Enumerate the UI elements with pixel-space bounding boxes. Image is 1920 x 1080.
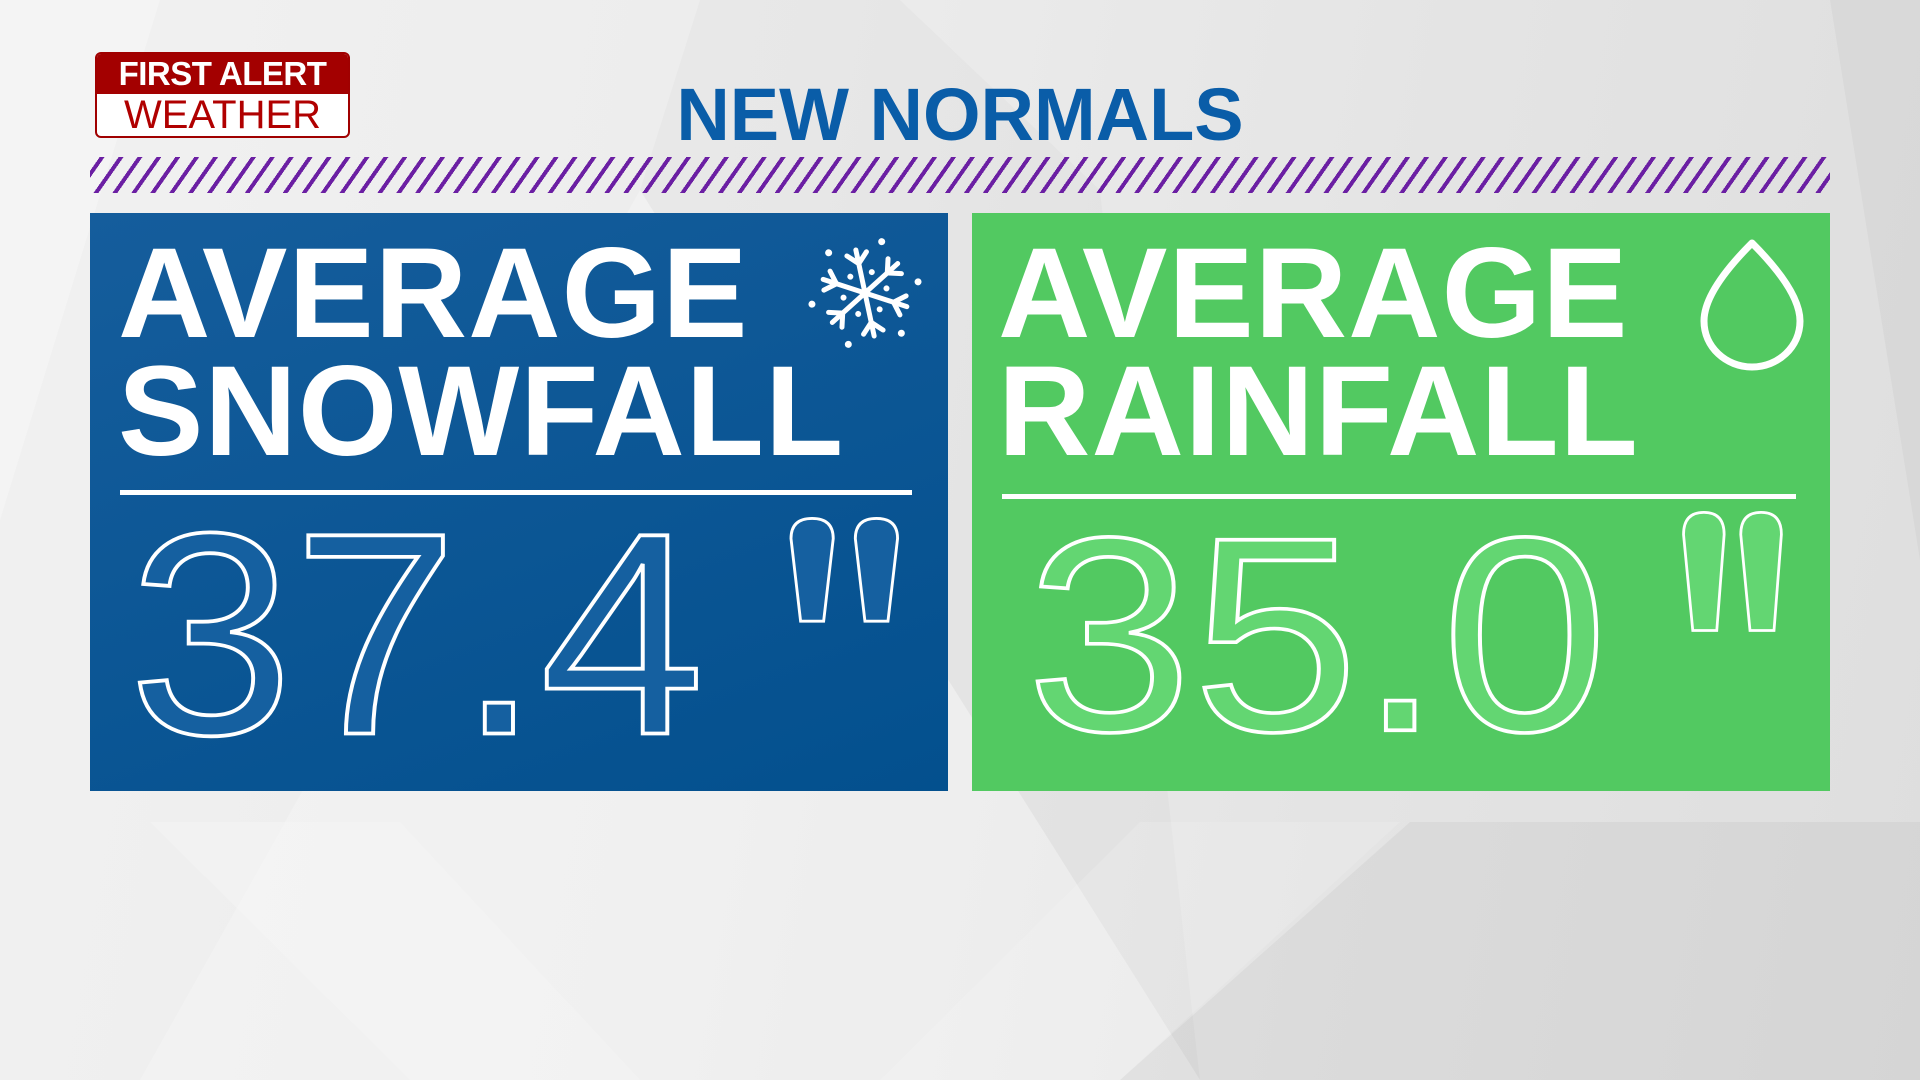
rainfall-number: 35.0: [1026, 505, 1608, 745]
snowfall-value: 37.4: [127, 505, 900, 745]
rainfall-heading-line-1: AVERAGE: [998, 222, 1629, 365]
snowfall-heading-line-1: AVERAGE: [118, 222, 749, 365]
raindrop-icon: [1700, 239, 1804, 371]
logo-line-2: WEATHER: [123, 93, 322, 137]
rainfall-divider: [1002, 494, 1796, 499]
snowfall-heading-line-2: SNOWFALL: [118, 340, 845, 483]
inch-mark: [789, 516, 900, 623]
rainfall-value: 35.0: [1024, 505, 1783, 745]
rainfall-heading: AVERAGE RAINFALL: [998, 222, 1639, 483]
first-alert-weather-logo: FIRST ALERT WEATHER: [95, 52, 350, 138]
inch-mark: [1682, 510, 1783, 632]
average-snowfall-panel: AVERAGE SNOWFALL 37.4: [90, 213, 948, 791]
snowflake-icon: [808, 238, 922, 348]
page-title: NEW NORMALS: [676, 73, 1244, 156]
average-rainfall-panel: AVERAGE RAINFALL 35.0: [972, 213, 1830, 791]
rainfall-heading-line-2: RAINFALL: [998, 340, 1639, 483]
logo-line-1: FIRST ALERT: [97, 54, 348, 94]
snowfall-number: 37.4: [129, 505, 705, 745]
snowfall-divider: [120, 490, 912, 495]
hatched-divider-band: [90, 157, 1830, 193]
snowfall-heading: AVERAGE SNOWFALL: [118, 222, 845, 483]
